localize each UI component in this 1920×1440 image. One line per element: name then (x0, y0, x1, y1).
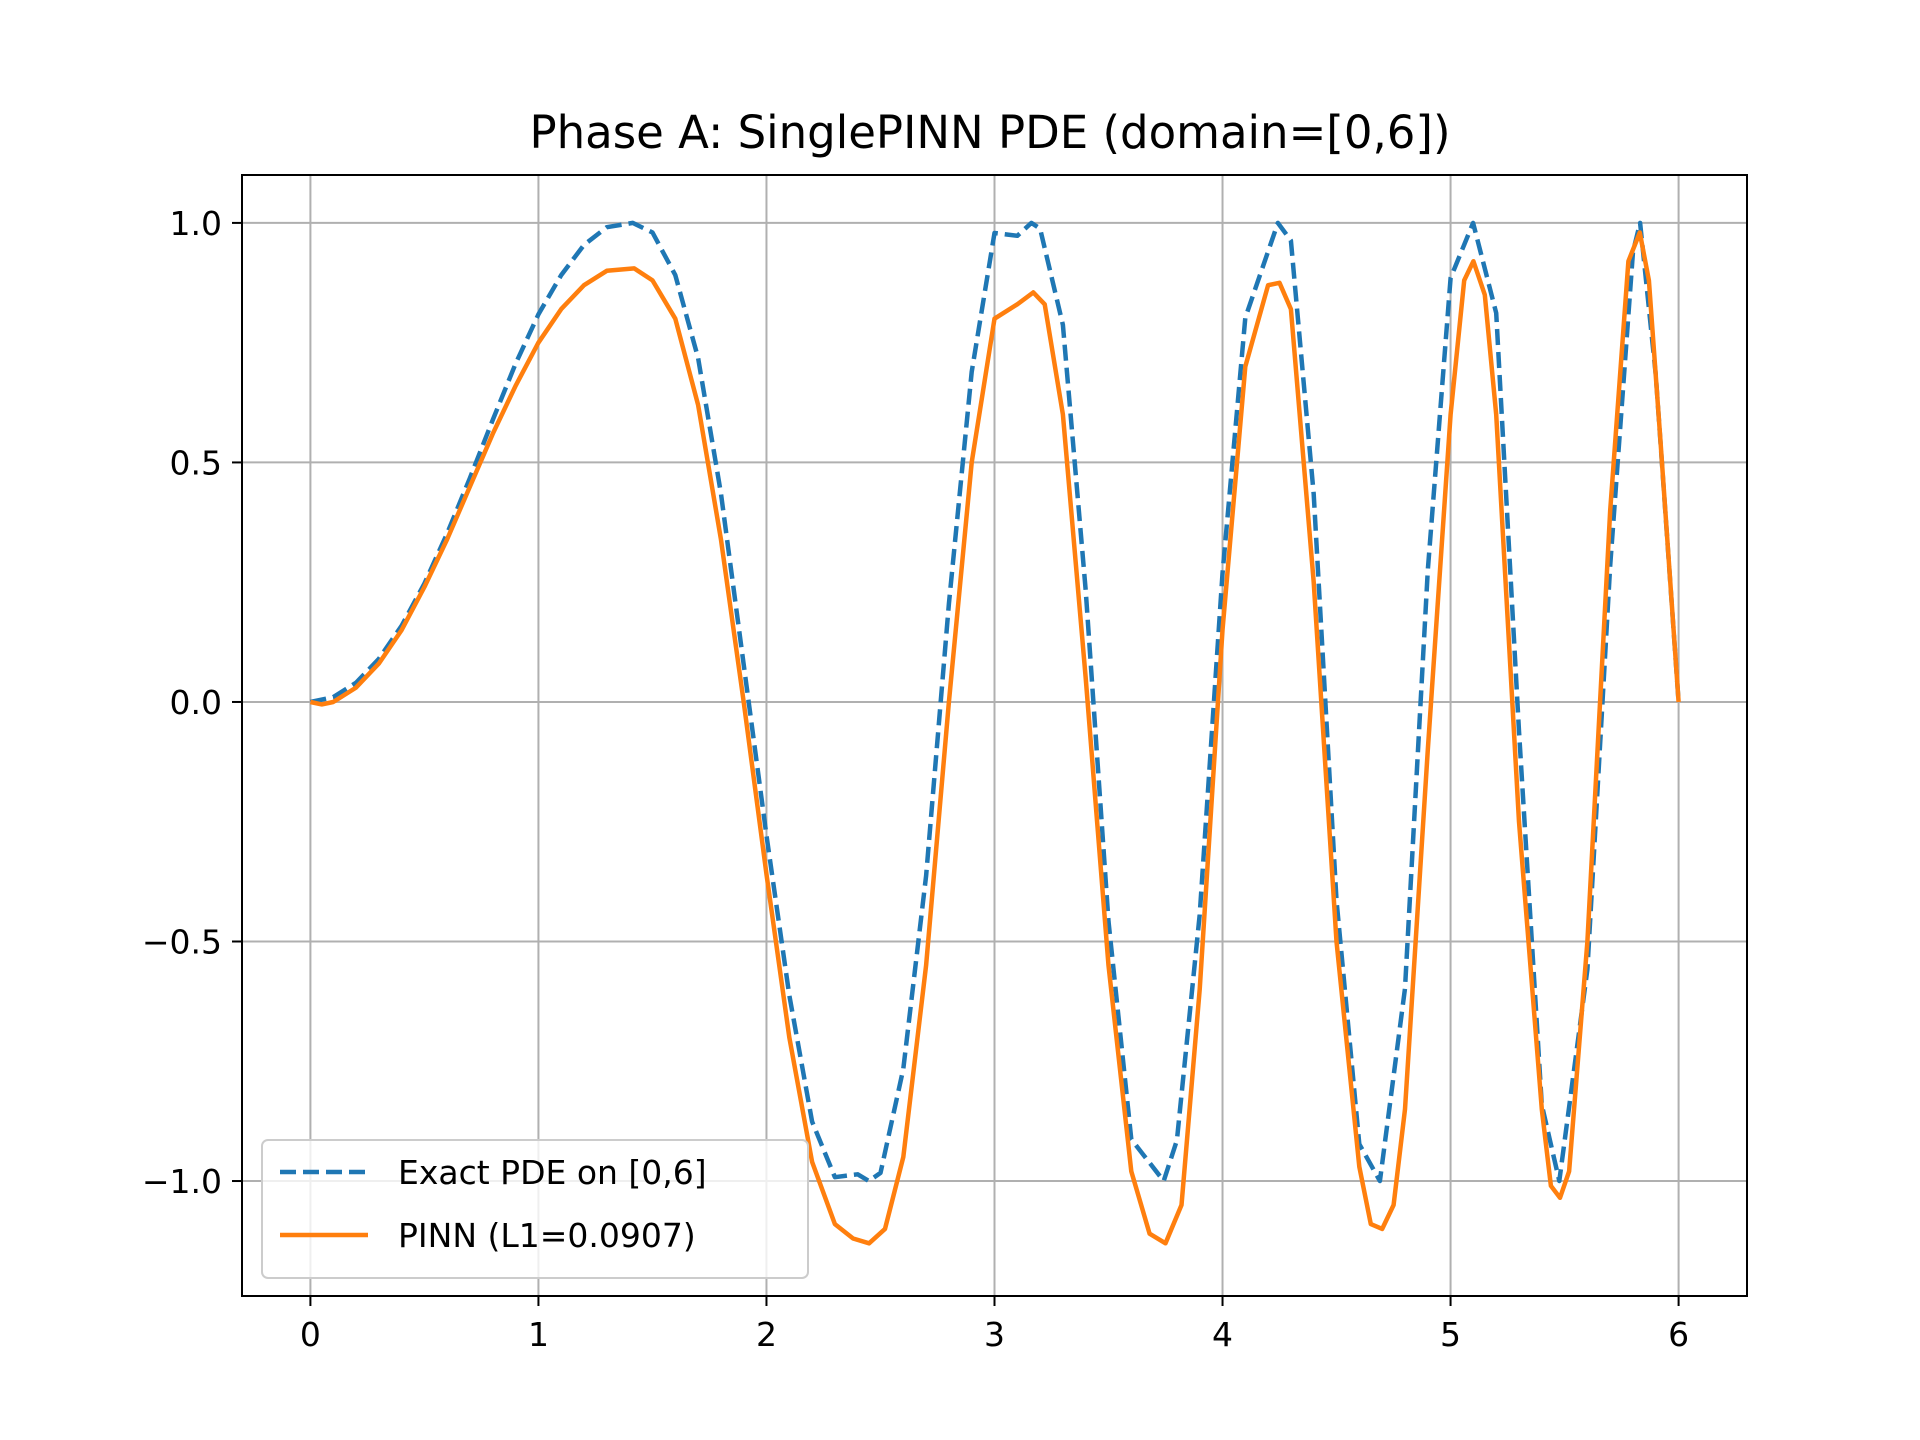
y-tick-label: 0.0 (170, 683, 222, 722)
y-tick-label: −0.5 (142, 922, 222, 961)
grid (242, 175, 1747, 1296)
x-tick-label: 0 (300, 1315, 321, 1354)
legend-box (261, 1139, 809, 1279)
legend-label-exact: Exact PDE on [0,6] (398, 1153, 707, 1192)
x-tick-label: 1 (528, 1315, 549, 1354)
legend-label-pinn: PINN (L1=0.0907) (398, 1216, 696, 1255)
series-line-pinn (309, 230, 1681, 1246)
y-tick-label: 1.0 (170, 204, 222, 243)
x-tick-label: 5 (1440, 1315, 1461, 1354)
plot-series (309, 220, 1681, 1246)
x-tick-label: 2 (756, 1315, 777, 1354)
x-tick-label: 6 (1668, 1315, 1689, 1354)
axis-ticks: 0 1 2 3 4 5 6 1.0 0.5 0.0 −0.5 −1.0 (142, 204, 1689, 1354)
x-tick-label: 4 (1212, 1315, 1233, 1354)
x-tick-label: 3 (984, 1315, 1005, 1354)
legend: Exact PDE on [0,6] PINN (L1=0.0907) (261, 1139, 809, 1279)
y-tick-label: −1.0 (142, 1162, 222, 1201)
chart-title: Phase A: SinglePINN PDE (domain=[0,6]) (529, 106, 1450, 159)
series-line-exact (309, 220, 1681, 1184)
y-tick-label: 0.5 (170, 443, 222, 482)
